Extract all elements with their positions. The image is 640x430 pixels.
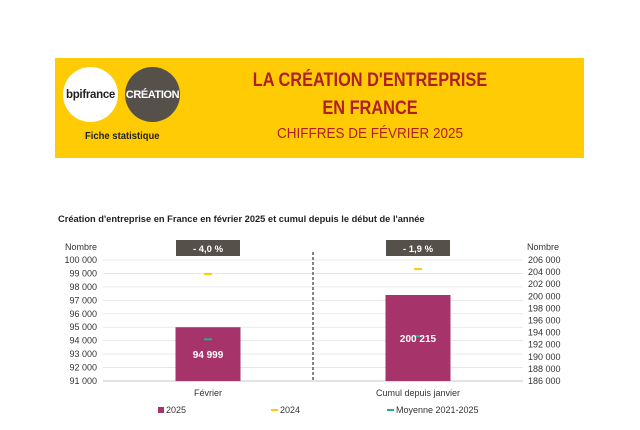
right-tick-label: 196 000 xyxy=(528,316,561,326)
legend-label: 2025 xyxy=(166,405,186,415)
page-subtitle: CHIFFRES DE FÉVRIER 2025 xyxy=(276,125,464,142)
variation-badge xyxy=(176,240,240,256)
right-tick-label: 194 000 xyxy=(528,328,561,338)
page-title-line1: LA CRÉATION D'ENTREPRISE xyxy=(252,70,488,91)
left-tick-label: 98 000 xyxy=(69,282,97,292)
fiche-label: Fiche statistique xyxy=(85,130,160,142)
right-tick-label: 202 000 xyxy=(528,279,561,289)
left-tick-label: 99 000 xyxy=(69,268,97,278)
right-tick-label: 186 000 xyxy=(528,376,561,386)
creation-logo-text: CRÉATION xyxy=(125,88,180,101)
bpifrance-logo: bpifrance xyxy=(63,67,118,122)
variation-badge xyxy=(386,240,450,256)
left-tick-label: 96 000 xyxy=(69,309,97,319)
legend-swatch-2025 xyxy=(158,407,164,413)
category-label: Février xyxy=(194,388,222,398)
left-axis-title: Nombre xyxy=(65,242,97,252)
right-tick-label: 206 000 xyxy=(528,255,561,265)
right-tick-label: 188 000 xyxy=(528,364,561,374)
right-tick-label: 198 000 xyxy=(528,303,561,313)
category-label: Cumul depuis janvier xyxy=(376,388,460,398)
page-title-line2: EN FRANCE xyxy=(322,98,418,119)
legend-label: 2024 xyxy=(280,405,300,415)
left-tick-label: 93 000 xyxy=(69,349,97,359)
bpifrance-logo-text: bpifrance xyxy=(65,88,116,101)
left-tick-label: 100 000 xyxy=(64,255,97,265)
bar-data-label: 94 999 xyxy=(193,350,224,361)
bar-2025 xyxy=(385,294,451,381)
left-tick-label: 91 000 xyxy=(69,376,97,386)
legend-label: Moyenne 2021-2025 xyxy=(396,405,479,415)
left-tick-label: 95 000 xyxy=(69,322,97,332)
right-tick-label: 190 000 xyxy=(528,352,561,362)
creation-logo: CRÉATION xyxy=(125,67,180,122)
left-tick-label: 92 000 xyxy=(69,363,97,373)
left-tick-label: 97 000 xyxy=(69,295,97,305)
bar-data-label: 200 215 xyxy=(400,334,437,345)
variation-badge-label: - 1,9 % xyxy=(403,244,434,255)
chart-title: Création d'entreprise en France en févri… xyxy=(58,214,425,224)
bar-2025 xyxy=(175,327,241,381)
left-tick-label: 94 000 xyxy=(69,336,97,346)
right-axis-title: Nombre xyxy=(527,242,559,252)
right-tick-label: 192 000 xyxy=(528,340,561,350)
header-banner: bpifrance CRÉATION Fiche statistique LA … xyxy=(55,58,584,158)
right-tick-label: 200 000 xyxy=(528,291,561,301)
right-tick-label: 204 000 xyxy=(528,267,561,277)
variation-badge-label: - 4,0 % xyxy=(193,244,224,255)
